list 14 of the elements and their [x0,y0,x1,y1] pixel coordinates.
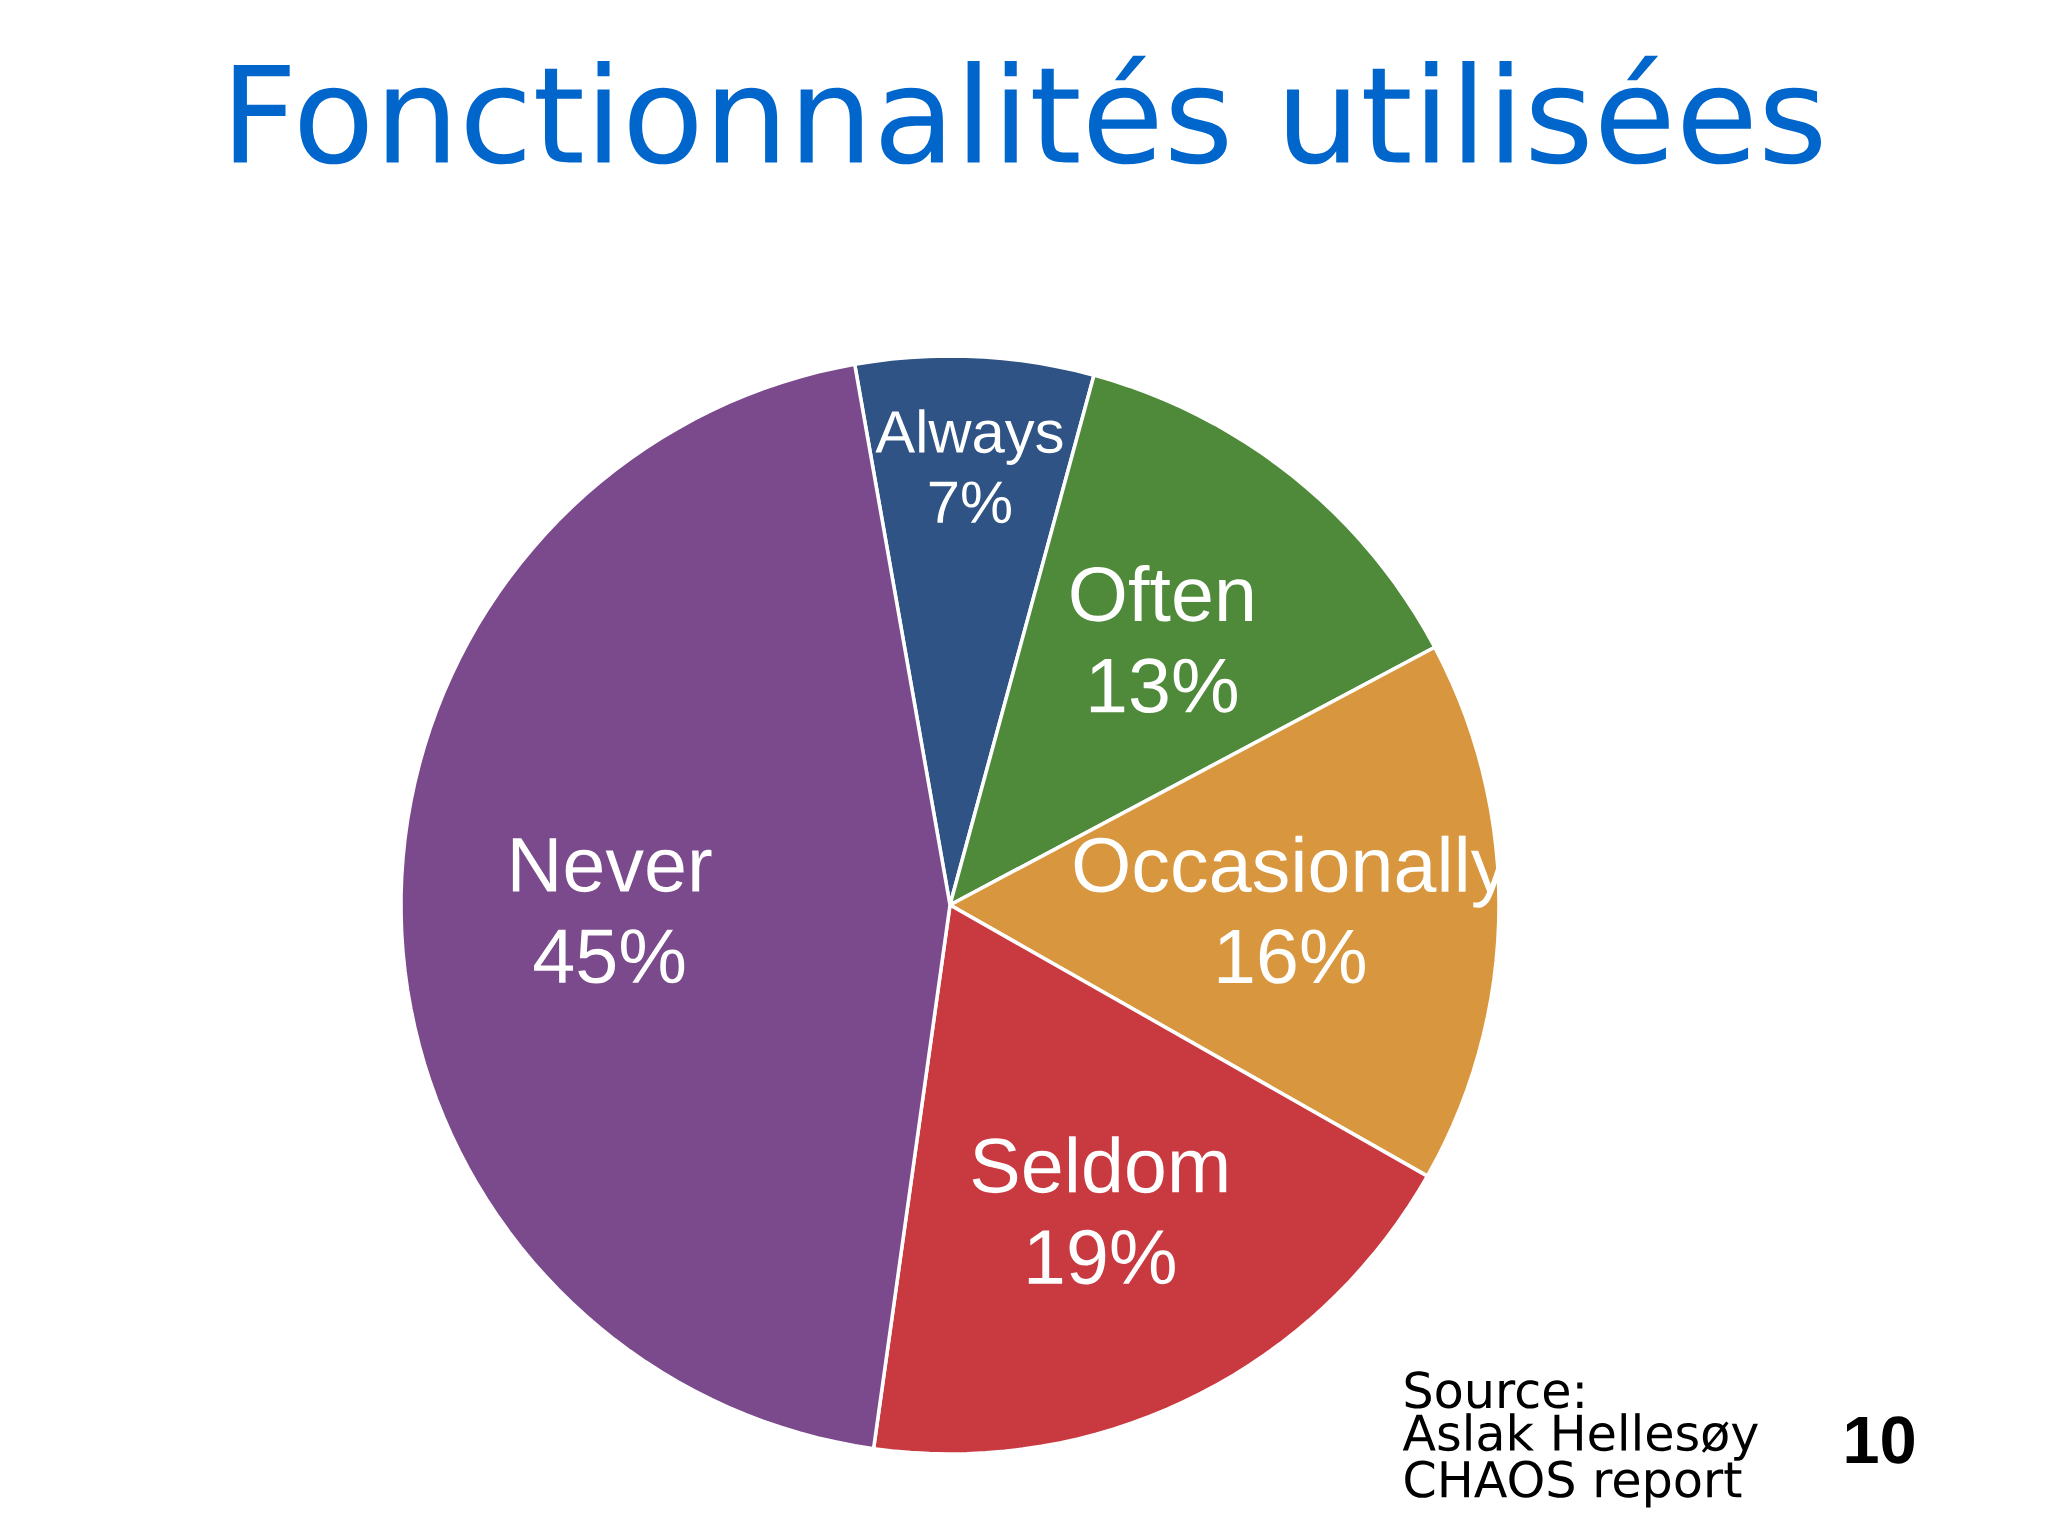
data-label: 19% [1028,1229,1175,1285]
slice-label: Always [875,409,1063,465]
text: Aslak Hellesøy [1402,1413,1758,1461]
slice-label: Seldom [972,1136,1227,1194]
text: 10 [1846,1416,1914,1464]
text: CHAOS report [1405,1460,1742,1508]
data-label: 7% [929,481,1011,524]
source-note: Source: [1405,1371,1583,1409]
data-label: 16% [1218,929,1365,984]
data-label: 45% [534,929,685,984]
slice-label: Often [1071,564,1252,622]
chart-title: Fonctionnalités utilisées [233,55,1822,165]
data-label: 13% [1090,658,1237,714]
slice-label: Never [512,838,712,893]
